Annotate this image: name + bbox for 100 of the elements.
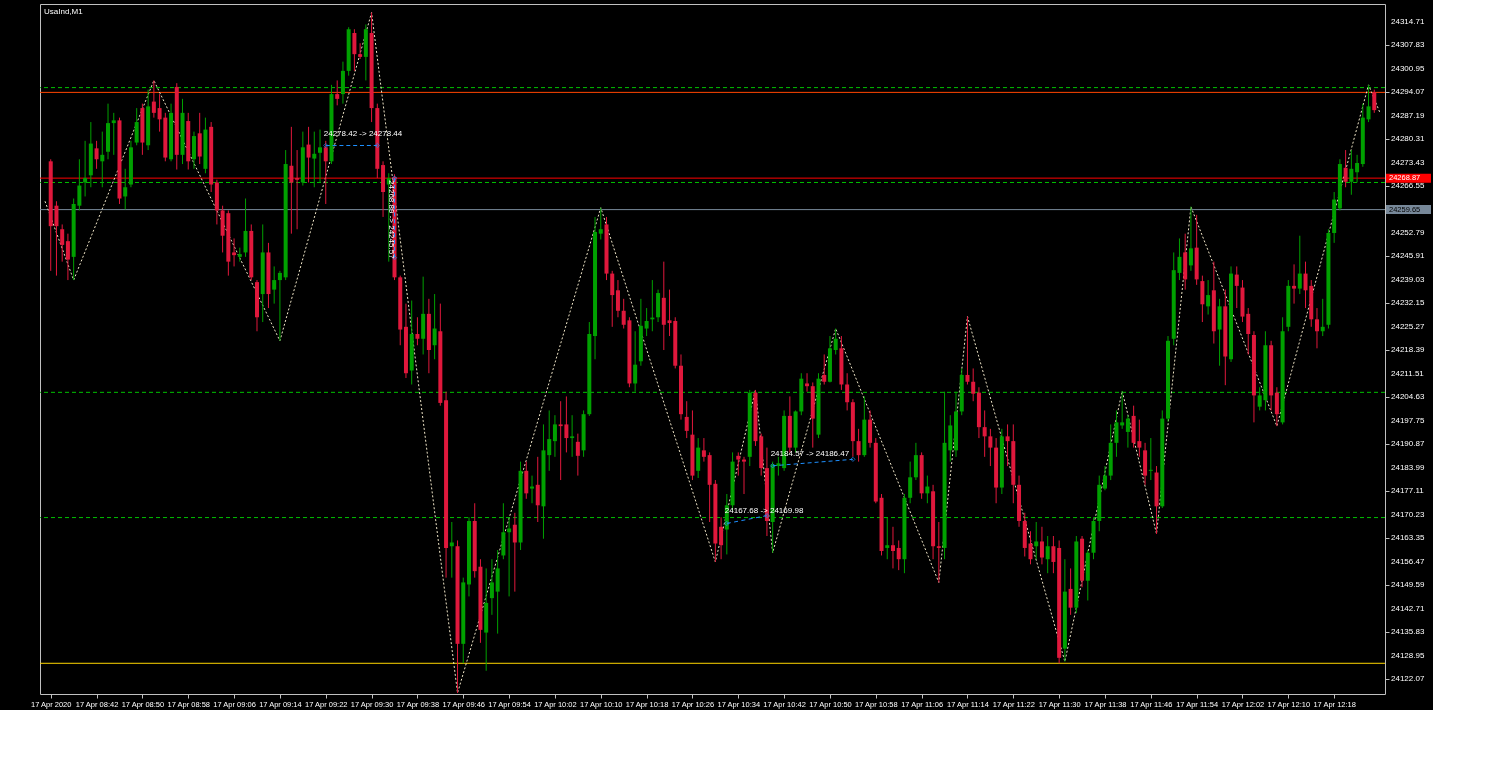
candlestick (1297, 235, 1302, 295)
candlestick (501, 502, 506, 560)
point (850, 456, 856, 462)
candlestick (1148, 437, 1153, 481)
y-tick-label: 24170.23 (1391, 509, 1425, 519)
candlestick (1120, 390, 1125, 430)
candlestick (1314, 307, 1319, 349)
annotation: 24268.89 -> 24245.57 (386, 180, 396, 260)
candlestick (1234, 265, 1239, 309)
candlestick (449, 521, 454, 579)
candlestick (1188, 206, 1193, 272)
candlestick (908, 461, 913, 504)
candlestick (306, 126, 311, 183)
y-tick-label: 24149.59 (1391, 580, 1425, 590)
candlestick (833, 328, 838, 355)
y-tick-label: 24307.83 (1391, 40, 1425, 50)
y-tick-label: 24211.51 (1391, 368, 1425, 378)
candlestick (971, 367, 976, 402)
candlestick (318, 129, 323, 183)
candlestick (1125, 414, 1130, 449)
candlestick (512, 512, 517, 593)
y-tick-label: 24232.15 (1391, 298, 1425, 308)
y-tick-label: 24177.11 (1391, 486, 1425, 496)
candlestick (1039, 526, 1044, 565)
y-tick-label: 24273.43 (1391, 157, 1425, 167)
y-tick-label: 24142.71 (1391, 603, 1425, 613)
candlestick (1372, 89, 1377, 114)
y-tick-label: 24122.07 (1391, 674, 1425, 684)
candlestick (913, 442, 918, 481)
candlestick (1349, 149, 1354, 196)
y-tick-label: 24245.91 (1391, 251, 1425, 261)
candlestick (701, 437, 706, 463)
point (724, 520, 730, 527)
y-tick-label: 24197.75 (1391, 415, 1425, 425)
candlestick (1005, 423, 1010, 467)
y-tick-label: 24239.03 (1391, 274, 1425, 284)
candlestick (432, 293, 437, 360)
candlestick (1246, 307, 1251, 355)
candlestick (552, 414, 557, 458)
candlestick (1045, 535, 1050, 574)
candlestick (289, 126, 294, 235)
candlestick (232, 237, 237, 267)
y-tick-label: 24280.31 (1391, 134, 1425, 144)
candlestick (530, 475, 535, 504)
y-tick-label: 24218.39 (1391, 345, 1425, 355)
candlestick (272, 265, 277, 305)
y-tick-label: 24225.27 (1391, 321, 1425, 331)
y-tick-label: 24135.83 (1391, 627, 1425, 637)
y-tick-label: 24300.95 (1391, 63, 1425, 73)
candlestick (489, 558, 494, 616)
candlestick (60, 223, 65, 263)
candlestick (151, 79, 156, 119)
candlestick (805, 372, 810, 393)
candlestick (1274, 386, 1279, 427)
y-tick-label: 24128.95 (1391, 650, 1425, 660)
candlestick (1034, 521, 1039, 560)
candlestick (890, 526, 895, 569)
candlestick (123, 168, 128, 210)
candlestick (65, 233, 70, 281)
y-tick-label: 24190.87 (1391, 439, 1425, 449)
candlestick (191, 131, 196, 170)
candlestick (1217, 298, 1222, 367)
candlestick (111, 112, 116, 156)
candlestick (644, 307, 649, 337)
candlestick (1102, 465, 1107, 491)
candlestick (495, 549, 500, 635)
candlestick (822, 353, 827, 385)
candlestick (845, 372, 850, 411)
candlestick (1051, 535, 1056, 574)
candlestick (197, 112, 202, 165)
y-tick-label: 24294.07 (1391, 87, 1425, 97)
candlestick (243, 198, 248, 258)
y-tick-label: 24183.99 (1391, 462, 1425, 472)
candlestick (719, 516, 724, 560)
y-tick-label: 24163.35 (1391, 533, 1425, 543)
candlestick (633, 330, 638, 393)
candlestick (856, 428, 861, 463)
candlestick (615, 279, 620, 318)
candlestick (575, 433, 580, 477)
candlestick (100, 131, 105, 188)
candlestick (352, 28, 357, 72)
candlestick (295, 149, 300, 230)
y-tick-label: 24156.47 (1391, 556, 1425, 566)
candlestick (696, 437, 701, 479)
candlestick (868, 409, 873, 449)
candlestick (965, 316, 970, 385)
candlestick (1343, 149, 1348, 188)
candlestick (312, 131, 317, 188)
candlestick (1068, 567, 1073, 616)
candlestick (1366, 84, 1371, 123)
candlestick (570, 414, 575, 458)
candlestick (277, 270, 282, 342)
candlestick (1114, 409, 1119, 458)
y-tick-label: 24314.71 (1391, 16, 1425, 26)
candlestick (1200, 275, 1205, 323)
candlestick (936, 521, 941, 583)
candlestick (507, 516, 512, 597)
y-tick-label: 24266.55 (1391, 181, 1425, 191)
point (374, 142, 380, 149)
candlestick (1292, 263, 1297, 305)
